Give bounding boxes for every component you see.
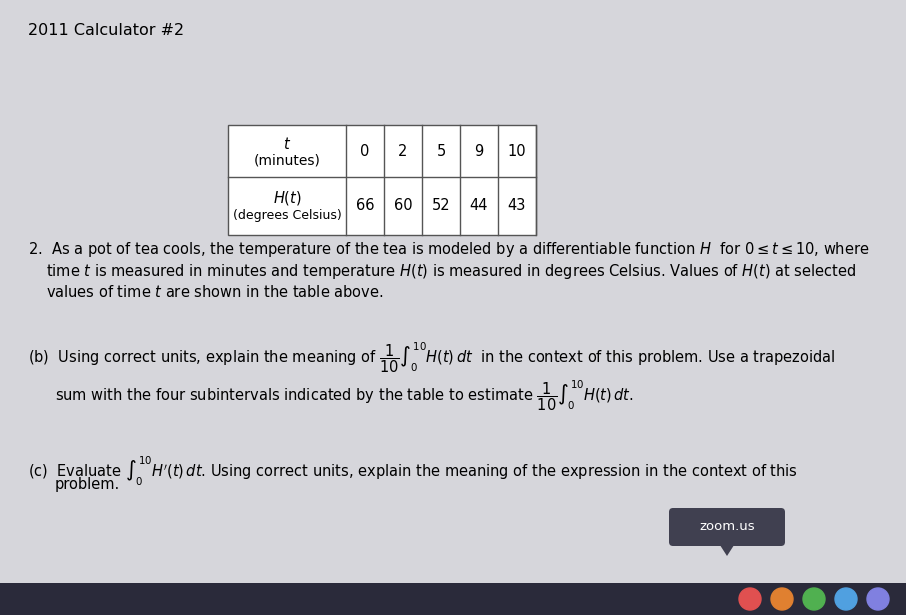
Text: $t$: $t$ (283, 136, 291, 152)
Bar (0, 583, 906, 615)
Text: (minutes): (minutes) (254, 153, 321, 167)
FancyBboxPatch shape (669, 508, 785, 546)
Circle shape (771, 588, 793, 610)
Bar (228, 125, 536, 235)
Text: 0: 0 (361, 143, 370, 159)
Text: 2.  As a pot of tea cools, the temperature of the tea is modeled by a differenti: 2. As a pot of tea cools, the temperatur… (28, 240, 870, 259)
Text: $H(t)$: $H(t)$ (273, 189, 302, 207)
Text: time $t$ is measured in minutes and temperature $H(t)$ is measured in degrees Ce: time $t$ is measured in minutes and temp… (46, 262, 856, 281)
Text: sum with the four subintervals indicated by the table to estimate $\dfrac{1}{10}: sum with the four subintervals indicated… (55, 378, 634, 413)
Text: problem.: problem. (55, 477, 120, 492)
Circle shape (739, 588, 761, 610)
Text: (c)  Evaluate $\int_0^{10} H'(t)\, dt$. Using correct units, explain the meaning: (c) Evaluate $\int_0^{10} H'(t)\, dt$. U… (28, 455, 798, 488)
Text: 52: 52 (431, 199, 450, 213)
Text: 9: 9 (475, 143, 484, 159)
Text: 2011 Calculator #2: 2011 Calculator #2 (28, 23, 184, 38)
Text: zoom.us: zoom.us (699, 520, 755, 533)
Circle shape (835, 588, 857, 610)
Circle shape (867, 588, 889, 610)
Text: 60: 60 (394, 199, 412, 213)
Circle shape (803, 588, 825, 610)
Text: 10: 10 (507, 143, 526, 159)
Text: 43: 43 (507, 199, 526, 213)
Text: 66: 66 (356, 199, 374, 213)
Polygon shape (718, 542, 736, 556)
Text: values of time $t$ are shown in the table above.: values of time $t$ are shown in the tabl… (46, 284, 383, 300)
Text: 44: 44 (469, 199, 488, 213)
Text: (degrees Celsius): (degrees Celsius) (233, 208, 342, 221)
Text: (b)  Using correct units, explain the meaning of $\dfrac{1}{10}\int_0^{10} H(t)\: (b) Using correct units, explain the mea… (28, 340, 835, 375)
Text: 2: 2 (399, 143, 408, 159)
Text: 5: 5 (437, 143, 446, 159)
